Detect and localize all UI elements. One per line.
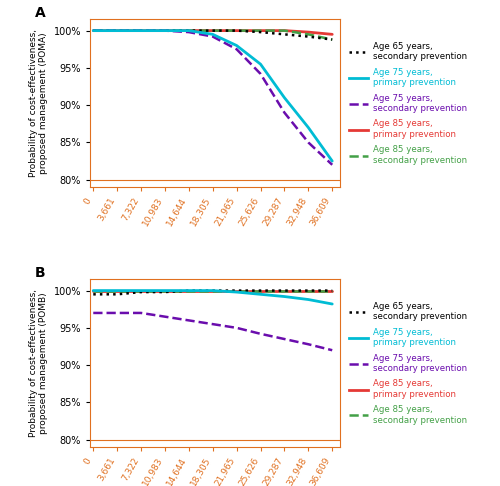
Legend: Age 65 years,
secondary prevention, Age 75 years,
primary prevention, Age 75 yea: Age 65 years, secondary prevention, Age … bbox=[350, 42, 467, 165]
Text: B: B bbox=[35, 266, 45, 280]
Text: A: A bbox=[35, 6, 46, 20]
Legend: Age 65 years,
secondary prevention, Age 75 years,
primary prevention, Age 75 yea: Age 65 years, secondary prevention, Age … bbox=[350, 302, 467, 425]
Y-axis label: Probability of cost-effectiveness,
proposed management (POMB): Probability of cost-effectiveness, propo… bbox=[28, 289, 48, 437]
Y-axis label: Probability of cost-effectiveness,
proposed management (POMA): Probability of cost-effectiveness, propo… bbox=[28, 29, 48, 177]
